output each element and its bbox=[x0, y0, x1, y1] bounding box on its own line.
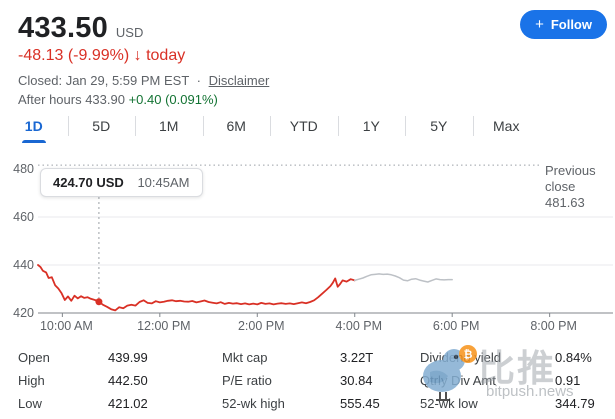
stat-value: 3.22T bbox=[340, 350, 374, 365]
tab-6m[interactable]: 6M bbox=[202, 110, 271, 142]
tab-5d[interactable]: 5D bbox=[67, 110, 136, 142]
market-status-text: Closed: Jan 29, 5:59 PM EST bbox=[18, 73, 190, 88]
previous-close-word2: close bbox=[545, 179, 576, 194]
stat-value: 30.84 bbox=[340, 373, 373, 388]
key-stats-table: Open 439.99 High 442.50 Low 421.02 Mkt cap 3.22… bbox=[0, 346, 615, 416]
tab-label: 1D bbox=[24, 118, 43, 134]
stat-row: P/E ratio 30.84 bbox=[222, 369, 380, 392]
stat-value: 0.91 bbox=[555, 373, 581, 388]
active-tab-underline bbox=[21, 140, 46, 143]
tab-1y[interactable]: 1Y bbox=[337, 110, 406, 142]
stat-label: Dividend yield bbox=[420, 350, 501, 365]
tab-1m[interactable]: 1M bbox=[135, 110, 203, 142]
chart-tooltip: 424.70 USD 10:45AM bbox=[40, 168, 203, 197]
tab-1d[interactable]: 1D bbox=[0, 110, 68, 143]
currency-label: USD bbox=[115, 25, 144, 40]
hover-marker-dot bbox=[95, 298, 103, 306]
stats-column-3: Dividend yield 0.84% Qtrly Div Amt 0.91 52-w… bbox=[420, 346, 595, 415]
x-tick-label: 6:00 PM bbox=[433, 319, 480, 333]
tab-5y[interactable]: 5Y bbox=[405, 110, 473, 142]
tab-label: 6M bbox=[226, 118, 246, 134]
stat-value: 439.99 bbox=[108, 350, 148, 365]
y-axis-label: 480 bbox=[13, 162, 34, 176]
tab-divider bbox=[135, 116, 136, 136]
tab-divider bbox=[337, 116, 339, 136]
stat-label: 52-wk low bbox=[420, 396, 478, 411]
after-hours-row: After hours 433.90 +0.40 (0.091%) bbox=[18, 92, 218, 107]
tab-divider bbox=[67, 116, 69, 136]
tab-label: 5D bbox=[92, 118, 111, 134]
stat-label: 52-wk high bbox=[222, 396, 285, 411]
stats-column-2: Mkt cap 3.22T P/E ratio 30.84 52-wk high 555.… bbox=[222, 346, 380, 415]
tab-max[interactable]: Max bbox=[472, 110, 541, 142]
follow-button[interactable]: + Follow bbox=[520, 10, 607, 39]
stat-row: High 442.50 bbox=[18, 369, 148, 392]
x-tick-label: 10:00 AM bbox=[40, 319, 93, 333]
stat-row: Open 439.99 bbox=[18, 346, 148, 369]
tab-divider bbox=[202, 116, 204, 136]
tab-divider bbox=[472, 116, 474, 136]
disclaimer-link[interactable]: Disclaimer bbox=[208, 73, 270, 88]
stat-label: Low bbox=[18, 396, 42, 411]
after-hours-text: After hours 433.90 bbox=[18, 92, 125, 107]
previous-close-word1: Previous bbox=[545, 163, 596, 178]
tab-divider bbox=[405, 116, 406, 136]
tab-label: YTD bbox=[289, 118, 318, 134]
arrow-down-icon: ↓ bbox=[133, 47, 142, 64]
y-axis-label: 460 bbox=[13, 210, 34, 224]
x-tick-label: 12:00 PM bbox=[137, 319, 191, 333]
tab-ytd[interactable]: YTD bbox=[270, 110, 338, 142]
stat-row: Mkt cap 3.22T bbox=[222, 346, 380, 369]
stat-label: Open bbox=[18, 350, 50, 365]
price-change-row: -48.13 (-9.99%) ↓ today bbox=[18, 47, 185, 65]
stat-value: 0.84% bbox=[555, 350, 592, 365]
previous-close-label: Previous close 481.63 bbox=[545, 163, 610, 211]
stat-value: 421.02 bbox=[108, 396, 148, 411]
stat-label: High bbox=[18, 373, 45, 388]
current-price: 433.50 bbox=[18, 12, 108, 44]
current-price-row: 433.50 USD bbox=[18, 12, 143, 45]
series-after-hours bbox=[353, 273, 453, 283]
y-axis-label: 440 bbox=[13, 258, 34, 272]
x-tick-label: 8:00 PM bbox=[530, 319, 577, 333]
stat-value: 442.50 bbox=[108, 373, 148, 388]
stat-row: Low 421.02 bbox=[18, 392, 148, 415]
chart-area: 10:00 AM 12:00 PM 2:00 PM 4:00 PM 6:00 PM 8:0… bbox=[0, 155, 615, 335]
stat-label: Qtrly Div Amt bbox=[420, 373, 496, 388]
y-axis-label: 420 bbox=[13, 306, 34, 320]
plus-icon: + bbox=[535, 16, 544, 33]
stat-label: Mkt cap bbox=[222, 350, 268, 365]
tooltip-time: 10:45AM bbox=[137, 175, 190, 190]
price-chart[interactable]: 10:00 AM 12:00 PM 2:00 PM 4:00 PM 6:00 PM 8:0… bbox=[0, 155, 615, 335]
tooltip-price: 424.70 USD bbox=[53, 175, 124, 190]
stat-row: 52-wk high 555.45 bbox=[222, 392, 380, 415]
stats-column-1: Open 439.99 High 442.50 Low 421.02 bbox=[18, 346, 148, 415]
tab-label: 1Y bbox=[362, 118, 380, 134]
stat-label: P/E ratio bbox=[222, 373, 272, 388]
previous-close-value: 481.63 bbox=[545, 195, 585, 210]
tab-label: 5Y bbox=[430, 118, 448, 134]
price-change-suffix: today bbox=[146, 47, 186, 64]
after-hours-change: +0.40 (0.091%) bbox=[128, 92, 218, 107]
stat-row: 52-wk low 344.79 bbox=[420, 392, 595, 415]
stat-row: Qtrly Div Amt 0.91 bbox=[420, 369, 595, 392]
stat-value: 344.79 bbox=[555, 396, 595, 411]
separator-dot: · bbox=[196, 73, 201, 88]
series-regular-session bbox=[37, 264, 356, 312]
stat-row: Dividend yield 0.84% bbox=[420, 346, 595, 369]
tab-label: 1M bbox=[159, 118, 179, 134]
price-change: -48.13 (-9.99%) bbox=[18, 47, 130, 64]
x-tick-label: 4:00 PM bbox=[335, 319, 382, 333]
stat-value: 555.45 bbox=[340, 396, 380, 411]
time-range-tabs: 1D 5D 1M 6M YTD 1Y 5Y Max bbox=[0, 110, 541, 143]
tab-divider bbox=[270, 116, 271, 136]
follow-button-label: Follow bbox=[550, 17, 592, 32]
x-tick-label: 2:00 PM bbox=[238, 319, 285, 333]
market-status-row: Closed: Jan 29, 5:59 PM EST · Disclaimer bbox=[18, 73, 269, 88]
tab-label: Max bbox=[493, 118, 520, 134]
